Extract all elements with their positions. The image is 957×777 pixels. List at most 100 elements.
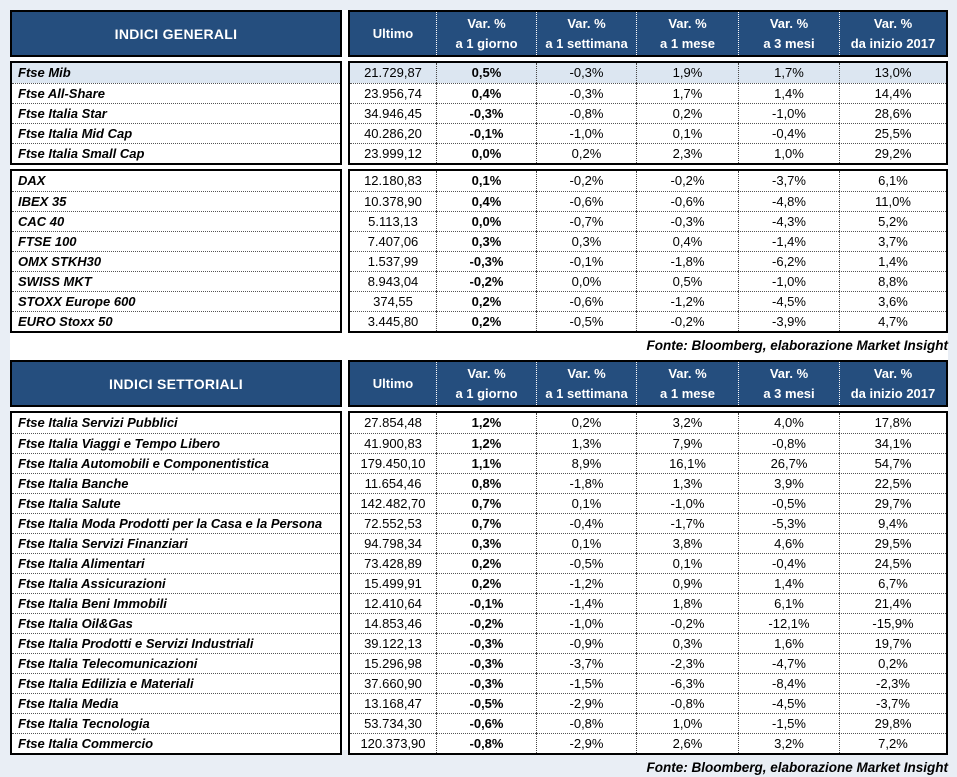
value-cell-d1: 0,2% (436, 573, 536, 593)
index-values-grid: 27.854,48 1,2% 0,2% 3,2% 4,0% 17,8% 41.900,83 1… (348, 411, 948, 755)
index-values-grid: 21.729,87 0,5% -0,3% 1,9% 1,7% 13,0% 23.956,74… (348, 61, 948, 165)
value-cell-m3: 1,0% (738, 143, 839, 163)
value-cell-w1: -1,4% (536, 593, 636, 613)
value-cell-m1: -0,2% (636, 171, 738, 191)
value-cell-w1: -1,0% (536, 123, 636, 143)
value-cell-ytd: 6,7% (839, 573, 946, 593)
value-cell-ultimo: 37.660,90 (350, 673, 436, 693)
value-cell-d1: 0,0% (436, 211, 536, 231)
value-cell-ytd: -15,9% (839, 613, 946, 633)
value-cell-m3: -1,5% (738, 713, 839, 733)
value-cell-m3: -12,1% (738, 613, 839, 633)
value-cell-m1: -1,7% (636, 513, 738, 533)
general-indices-table: INDICI GENERALI Ultimo Var. % a 1 giorno … (10, 10, 948, 333)
index-name: Ftse Mib (12, 63, 340, 83)
column-header-da-inizio-2017: Var. % da inizio 2017 (839, 12, 946, 55)
index-name: Ftse Italia Viaggi e Tempo Libero (12, 433, 340, 453)
index-group: Ftse Italia Servizi Pubblici Ftse Italia … (10, 411, 948, 755)
value-cell-m1: -6,3% (636, 673, 738, 693)
value-cell-ytd: 24,5% (839, 553, 946, 573)
source-note: Fonte: Bloomberg, elaborazione Market In… (646, 760, 948, 775)
value-cell-w1: -0,1% (536, 251, 636, 271)
value-cell-m3: 3,2% (738, 733, 839, 753)
index-name: Ftse Italia Prodotti e Servizi Industria… (12, 633, 340, 653)
value-cell-w1: -0,3% (536, 83, 636, 103)
index-name: Ftse Italia Alimentari (12, 553, 340, 573)
value-cell-w1: -1,5% (536, 673, 636, 693)
value-cell-ytd: 29,5% (839, 533, 946, 553)
index-name: Ftse Italia Commercio (12, 733, 340, 753)
index-name: Ftse Italia Media (12, 693, 340, 713)
column-label: Var. % (668, 16, 707, 31)
column-sublabel: a 1 settimana (545, 35, 628, 51)
column-sublabel: a 1 mese (660, 385, 715, 401)
value-cell-m3: -6,2% (738, 251, 839, 271)
value-cell-ultimo: 94.798,34 (350, 533, 436, 553)
index-name: Ftse Italia Assicurazioni (12, 573, 340, 593)
value-cell-ytd: 54,7% (839, 453, 946, 473)
value-cell-ytd: 29,7% (839, 493, 946, 513)
value-cell-w1: 0,2% (536, 413, 636, 433)
value-cell-w1: 0,3% (536, 231, 636, 251)
value-cell-m1: -0,2% (636, 613, 738, 633)
value-cell-m3: 1,4% (738, 83, 839, 103)
value-cell-ytd: 3,6% (839, 291, 946, 311)
value-cell-m3: -4,8% (738, 191, 839, 211)
value-cell-ultimo: 11.654,46 (350, 473, 436, 493)
index-name: Ftse Italia Banche (12, 473, 340, 493)
column-header-1-mese: Var. % a 1 mese (636, 362, 738, 405)
value-cell-ultimo: 72.552,53 (350, 513, 436, 533)
value-cell-d1: -0,2% (436, 613, 536, 633)
value-cell-ytd: 3,7% (839, 231, 946, 251)
value-cell-ultimo: 23.956,74 (350, 83, 436, 103)
index-name-column: Ftse Mib Ftse All-Share Ftse Italia Star Ft… (10, 61, 342, 165)
value-cell-w1: 1,3% (536, 433, 636, 453)
value-cell-m1: 16,1% (636, 453, 738, 473)
column-sublabel: da inizio 2017 (850, 385, 936, 401)
index-name: EURO Stoxx 50 (12, 311, 340, 331)
value-cell-m3: -1,4% (738, 231, 839, 251)
value-cell-d1: -0,6% (436, 713, 536, 733)
value-cell-w1: -0,8% (536, 103, 636, 123)
value-cell-d1: -0,5% (436, 693, 536, 713)
value-cell-m1: -0,8% (636, 693, 738, 713)
value-cell-m1: 1,8% (636, 593, 738, 613)
value-cell-w1: 8,9% (536, 453, 636, 473)
value-cell-ytd: 14,4% (839, 83, 946, 103)
value-cell-ultimo: 53.734,30 (350, 713, 436, 733)
value-cell-w1: -0,7% (536, 211, 636, 231)
value-cell-w1: -0,6% (536, 291, 636, 311)
value-cell-d1: 1,1% (436, 453, 536, 473)
value-cell-m3: -4,5% (738, 693, 839, 713)
column-label: Ultimo (372, 25, 414, 41)
value-cell-m3: -3,7% (738, 171, 839, 191)
value-cell-m1: 1,0% (636, 713, 738, 733)
value-cell-w1: 0,1% (536, 493, 636, 513)
value-cell-m1: -0,3% (636, 211, 738, 231)
column-label: Var. % (567, 16, 606, 31)
value-cell-ultimo: 23.999,12 (350, 143, 436, 163)
value-cell-d1: 0,4% (436, 191, 536, 211)
index-name: Ftse Italia Telecomunicazioni (12, 653, 340, 673)
value-cell-ytd: 0,2% (839, 653, 946, 673)
index-name: Ftse Italia Tecnologia (12, 713, 340, 733)
value-cell-ultimo: 27.854,48 (364, 415, 422, 430)
value-cell-ultimo: 142.482,70 (350, 493, 436, 513)
index-name: OMX STKH30 (12, 251, 340, 271)
column-header-1-settimana: Var. % a 1 settimana (536, 362, 636, 405)
index-values-grid: 12.180,83 0,1% -0,2% -0,2% -3,7% 6,1% 10.378,9… (348, 169, 948, 333)
value-cell-ytd: -3,7% (839, 693, 946, 713)
index-name: Ftse Italia Moda Prodotti per la Casa e … (12, 513, 340, 533)
value-cell-d1: -0,3% (436, 653, 536, 673)
value-cell-m3: -0,4% (738, 553, 839, 573)
column-header-1-settimana: Var. % a 1 settimana (536, 12, 636, 55)
value-cell-ytd: 8,8% (839, 271, 946, 291)
value-cell-d1: -0,1% (436, 593, 536, 613)
value-cell-ultimo: 374,55 (350, 291, 436, 311)
value-cell-d1: 1,2% (436, 433, 536, 453)
value-cell-ultimo: 21.729,87 (350, 63, 436, 83)
value-cell-m3: 1,7% (738, 63, 839, 83)
column-header-3-mesi: Var. % a 3 mesi (738, 12, 839, 55)
sector-table-header: INDICI SETTORIALI Ultimo Var. % a 1 giorn… (10, 360, 948, 407)
value-cell-w1: 0,0% (536, 271, 636, 291)
